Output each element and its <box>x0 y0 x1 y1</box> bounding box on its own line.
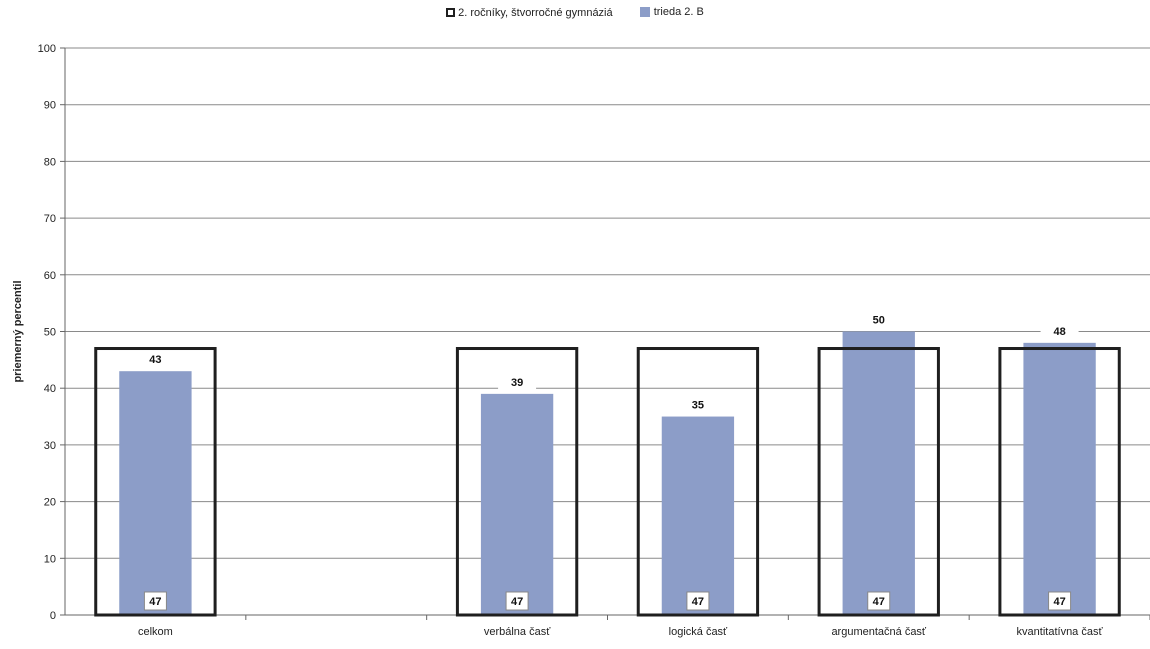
x-tick-label: verbálna časť <box>484 626 551 638</box>
class-value-label: 43 <box>149 354 161 366</box>
y-tick-label: 50 <box>44 327 56 339</box>
chart-legend: 2. ročníky, štvorročné gymnáziá trieda 2… <box>0 6 1150 20</box>
legend-swatch-reference <box>446 8 456 17</box>
class-value-label-bg <box>498 373 537 390</box>
y-tick-label: 0 <box>50 610 56 622</box>
reference-bar <box>455 347 579 617</box>
y-tick-label: 40 <box>44 383 56 395</box>
y-tick-label: 20 <box>44 497 56 509</box>
x-tick-label: argumentačná časť <box>831 626 926 638</box>
class-value-label: 39 <box>511 377 523 389</box>
y-tick-label: 80 <box>44 156 56 168</box>
class-value-label-bg <box>1040 322 1079 339</box>
reference-value-label-bg <box>143 591 167 611</box>
reference-value-label: 47 <box>149 596 161 608</box>
reference-value-label-bg <box>1048 591 1072 611</box>
legend-label-class: trieda 2. B <box>653 6 704 18</box>
reference-bar <box>636 347 760 617</box>
reference-value-label: 47 <box>1053 596 1065 608</box>
y-tick-label: 30 <box>44 440 56 452</box>
reference-value-label-bg <box>867 591 891 611</box>
reference-bar <box>94 347 217 617</box>
y-tick-label: 60 <box>44 270 56 282</box>
x-tick-label: celkom <box>138 626 173 638</box>
y-tick-label: 70 <box>44 213 56 225</box>
legend-item-class: trieda 2. B <box>639 6 704 18</box>
reference-value-label: 47 <box>511 596 523 608</box>
x-tick-label: logická časť <box>669 626 728 638</box>
legend-label-reference: 2. ročníky, štvorročné gymnáziá <box>458 6 613 19</box>
class-bar <box>480 393 554 615</box>
class-bar <box>119 371 192 615</box>
class-bar <box>661 416 735 615</box>
class-value-label: 48 <box>1053 326 1065 338</box>
reference-bar <box>998 347 1121 617</box>
legend-swatch-class <box>639 7 650 17</box>
class-value-label-bg <box>859 311 898 328</box>
reference-value-label-bg <box>686 591 710 611</box>
class-value-label: 50 <box>873 315 885 327</box>
legend-item-reference: 2. ročníky, štvorročné gymnáziá <box>446 6 613 19</box>
class-value-label-bg <box>678 396 717 413</box>
y-tick-label: 100 <box>38 43 56 55</box>
y-tick-label: 10 <box>44 553 56 565</box>
y-axis-title: priemerný percentil <box>12 280 24 382</box>
class-bar <box>1023 342 1096 615</box>
reference-value-label: 47 <box>692 596 704 608</box>
class-value-label-bg <box>136 351 175 368</box>
y-tick-label: 90 <box>44 100 56 112</box>
x-tick-label: kvantitatívna časť <box>1017 626 1104 638</box>
reference-bar <box>817 347 940 617</box>
class-bar <box>842 331 915 615</box>
reference-value-label: 47 <box>873 596 885 608</box>
reference-value-label-bg <box>505 591 529 611</box>
class-value-label: 35 <box>692 400 704 412</box>
